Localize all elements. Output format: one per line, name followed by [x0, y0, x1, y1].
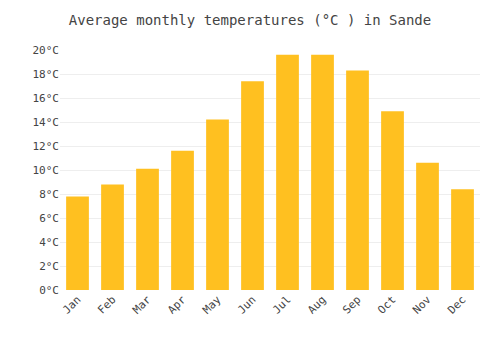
svg-text:6°C: 6°C: [39, 212, 59, 225]
svg-text:Mar: Mar: [130, 293, 154, 317]
svg-text:Sep: Sep: [340, 293, 363, 316]
svg-text:2°C: 2°C: [39, 260, 59, 273]
svg-text:Feb: Feb: [95, 293, 118, 316]
svg-text:Oct: Oct: [375, 293, 398, 316]
svg-text:Nov: Nov: [410, 293, 434, 317]
svg-text:8°C: 8°C: [39, 188, 59, 201]
svg-text:12°C: 12°C: [33, 140, 60, 153]
svg-text:Jan: Jan: [60, 293, 83, 316]
svg-text:16°C: 16°C: [33, 92, 60, 105]
svg-text:0°C: 0°C: [39, 284, 59, 297]
svg-text:Jun: Jun: [235, 293, 258, 316]
svg-text:Dec: Dec: [445, 293, 468, 316]
svg-text:10°C: 10°C: [33, 164, 60, 177]
svg-text:Apr: Apr: [165, 293, 189, 317]
svg-text:4°C: 4°C: [39, 236, 59, 249]
svg-text:20°C: 20°C: [33, 44, 60, 57]
svg-text:18°C: 18°C: [33, 68, 60, 81]
svg-text:Jul: Jul: [270, 293, 293, 316]
svg-text:Aug: Aug: [305, 293, 328, 316]
svg-text:Average monthly temperatures (: Average monthly temperatures (°C ) in Sa…: [69, 12, 431, 28]
svg-text:May: May: [200, 293, 224, 317]
svg-text:14°C: 14°C: [33, 116, 60, 129]
